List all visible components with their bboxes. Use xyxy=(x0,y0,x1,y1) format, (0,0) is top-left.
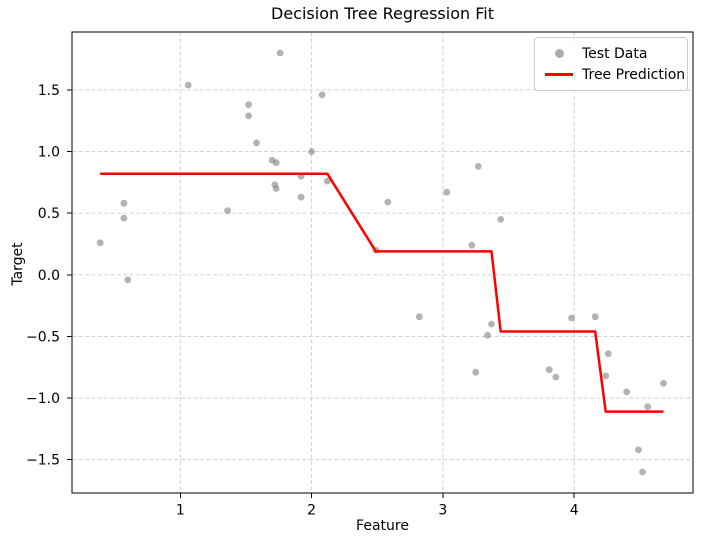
tree-prediction-line-icon xyxy=(545,73,573,76)
scatter-point xyxy=(488,320,495,328)
x-tick-label: 3 xyxy=(438,503,447,519)
scatter-point xyxy=(253,139,260,147)
scatter-point xyxy=(644,403,652,411)
y-axis-label: Target xyxy=(10,242,26,286)
scatter-point xyxy=(552,373,560,381)
prediction-line xyxy=(100,172,664,413)
plot-frame xyxy=(71,31,694,494)
y-tick-label: −1.5 xyxy=(26,453,60,469)
scatter-point xyxy=(468,241,476,249)
scatter-point xyxy=(484,331,491,339)
y-tick-label: −1.0 xyxy=(26,391,60,407)
scatter-point xyxy=(276,49,284,57)
y-tick-label: 0.0 xyxy=(38,268,60,284)
legend-label-tree-prediction: Tree Prediction xyxy=(582,66,686,83)
x-axis-label: Feature xyxy=(356,518,409,534)
scatter-point xyxy=(639,468,646,476)
scatter-point xyxy=(245,101,253,109)
scatter-point xyxy=(272,185,280,192)
legend-item-test-data: Test Data xyxy=(544,43,678,64)
scatter-point xyxy=(272,159,280,167)
scatter-point xyxy=(96,239,104,247)
scatter-point xyxy=(497,216,505,223)
scatter-point xyxy=(591,313,599,321)
legend-item-tree-prediction: Tree Prediction xyxy=(544,64,685,85)
scatter-point xyxy=(472,368,480,376)
scatter-point xyxy=(124,276,132,284)
scatter-point xyxy=(324,177,331,185)
y-tick-label: 1.0 xyxy=(38,145,60,161)
scatter-point xyxy=(308,148,315,156)
y-tick-label: 1.5 xyxy=(38,83,60,99)
x-tick-label: 2 xyxy=(307,503,316,519)
y-tick-label: −0.5 xyxy=(26,329,60,345)
x-tick-label: 4 xyxy=(570,503,579,519)
scatter-point xyxy=(318,91,326,99)
legend-handle xyxy=(544,73,574,76)
legend-handle xyxy=(544,49,574,58)
scatter-points xyxy=(96,49,667,476)
legend: Test Data Tree Prediction xyxy=(534,37,688,91)
scatter-point xyxy=(245,112,253,120)
scatter-point xyxy=(474,163,482,170)
scatter-point xyxy=(604,350,612,358)
scatter-point xyxy=(623,388,631,396)
scatter-point xyxy=(297,193,305,201)
legend-label-test-data: Test Data xyxy=(582,45,648,62)
x-tick-label: 1 xyxy=(176,503,185,519)
y-tick-label: 0.5 xyxy=(38,206,60,222)
scatter-point xyxy=(545,366,553,374)
scatter-point xyxy=(120,214,128,222)
axis-ticks-and-labels: 1 2 3 4 1.5 1.0 0.5 0.0 −0.5 −1.0 −1.5 xyxy=(26,83,579,519)
scatter-point xyxy=(635,446,642,454)
axes-frame xyxy=(71,31,694,494)
scatter-point xyxy=(224,207,232,215)
scatter-point xyxy=(602,372,610,380)
scatter-point xyxy=(184,81,192,89)
scatter-point xyxy=(384,198,392,206)
test-data-marker-icon xyxy=(554,49,564,58)
prediction-line-path xyxy=(100,172,664,413)
scatter-point xyxy=(660,379,667,387)
grid-lines xyxy=(72,32,693,493)
scatter-point xyxy=(568,314,575,322)
scatter-point xyxy=(120,199,128,207)
scatter-point xyxy=(443,188,451,196)
chart-title: Decision Tree Regression Fit xyxy=(271,4,494,23)
scatter-point xyxy=(415,313,423,321)
